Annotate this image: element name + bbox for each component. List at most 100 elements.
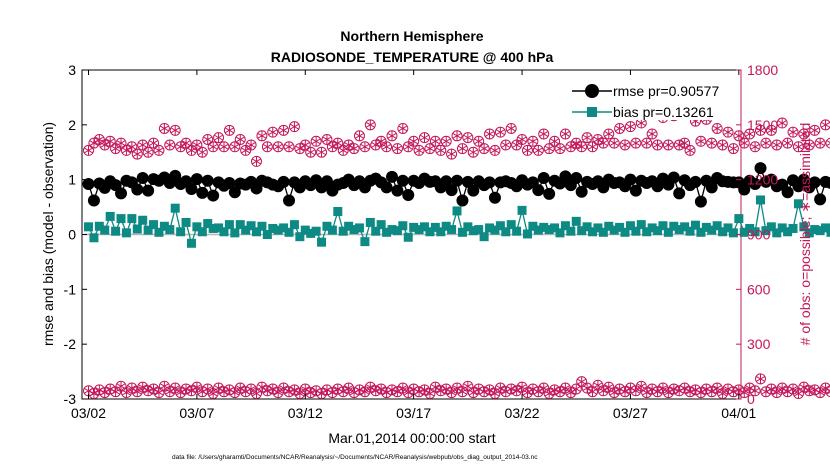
- bias-point: [121, 228, 131, 238]
- x-axis-label: Mar.01,2014 00:00:00 start: [328, 430, 495, 446]
- assimilated-point: [419, 132, 430, 143]
- assimilated-point: [625, 121, 636, 132]
- bias-point: [674, 225, 684, 235]
- assimilated-point: [376, 136, 386, 147]
- bias-point: [295, 232, 305, 242]
- assimilated-point: [631, 138, 641, 149]
- bias-point: [609, 225, 619, 235]
- rmse-markers: [82, 162, 830, 208]
- assimilated-point: [560, 128, 570, 139]
- assimilated-point: [750, 141, 760, 152]
- assimilated-point: [815, 387, 825, 398]
- assimilated-point: [219, 141, 229, 152]
- left-tick-label: 1: [68, 172, 76, 188]
- assimilated-point: [111, 143, 121, 154]
- rmse-point: [385, 170, 398, 183]
- assimilated-point: [772, 387, 782, 398]
- rmse-point: [201, 174, 214, 187]
- right-tick-label: 1800: [747, 62, 778, 78]
- rmse-point: [207, 189, 220, 202]
- left-tick-label: 0: [68, 227, 76, 243]
- assimilated-point: [479, 386, 489, 397]
- rmse-point: [624, 173, 637, 186]
- right-axis-label: # of obs: o=possible; ∗=assimilated: [797, 123, 813, 346]
- assimilated-point: [251, 156, 262, 167]
- count-series-upper: [83, 110, 830, 167]
- rmse-point: [456, 194, 469, 207]
- assimilated-point: [593, 380, 603, 391]
- bias-point: [772, 228, 782, 238]
- rmse-point: [629, 184, 642, 197]
- assimilated-point: [598, 138, 608, 149]
- bias-point: [241, 225, 251, 235]
- bias-point: [718, 227, 728, 237]
- rmse-point: [824, 177, 830, 189]
- assimilated-point: [132, 149, 142, 160]
- bias-point: [593, 223, 603, 233]
- x-tick-label: 03/07: [179, 405, 214, 421]
- bias-point: [154, 227, 164, 237]
- rmse-point: [402, 189, 415, 202]
- rmse-point: [136, 172, 149, 185]
- assimilated-point: [387, 384, 397, 395]
- bias-point: [371, 226, 381, 236]
- assimilated-point: [159, 381, 169, 392]
- assimilated-point: [723, 127, 733, 138]
- bias-point: [788, 223, 798, 233]
- assimilated-point: [230, 387, 240, 398]
- assimilated-point: [642, 138, 652, 149]
- assimilated-point: [452, 130, 462, 141]
- bias-point: [544, 225, 554, 235]
- assimilated-point: [322, 134, 332, 145]
- bias-point: [235, 220, 245, 230]
- bias-point: [457, 227, 467, 237]
- rmse-point: [689, 175, 702, 188]
- bias-point: [262, 230, 272, 239]
- bias-point: [149, 220, 159, 230]
- bias-point: [208, 223, 218, 233]
- assimilated-point: [631, 385, 641, 396]
- assimilated-point: [257, 130, 267, 141]
- bias-point: [728, 228, 738, 238]
- bias-point: [279, 223, 289, 233]
- rmse-point: [738, 183, 751, 196]
- bias-point: [810, 225, 820, 235]
- rmse-point: [532, 184, 545, 197]
- bias-point: [452, 206, 462, 216]
- assimilated-point: [333, 138, 343, 149]
- assimilated-point: [143, 147, 153, 158]
- bias-point: [739, 227, 749, 237]
- bias-point: [701, 222, 711, 232]
- rmse-point: [694, 195, 707, 208]
- rmse-point: [440, 175, 453, 188]
- assimilated-point: [306, 147, 316, 158]
- bias-point: [550, 223, 560, 233]
- assimilated-point: [241, 145, 251, 156]
- bias-point: [506, 220, 516, 230]
- assimilated-point: [284, 141, 294, 152]
- bias-point: [501, 227, 511, 237]
- bias-point: [658, 221, 668, 231]
- assimilated-point: [582, 132, 592, 143]
- assimilated-point: [788, 383, 798, 394]
- footnote: data file: /Users/gharamti/Documents/NCA…: [172, 454, 538, 461]
- assimilated-point: [344, 383, 354, 394]
- rmse-point: [445, 184, 458, 197]
- rmse-point: [223, 176, 236, 189]
- assimilated-point: [777, 118, 787, 129]
- bias-point: [821, 223, 830, 233]
- assimilated-point: [447, 149, 457, 160]
- left-tick-label: 2: [68, 117, 76, 133]
- assimilated-point: [235, 134, 245, 145]
- assimilated-point: [284, 386, 294, 397]
- assimilated-point: [181, 383, 191, 394]
- bias-point: [365, 217, 375, 227]
- assimilated-point: [262, 141, 272, 152]
- bias-point: [447, 225, 457, 235]
- rmse-point: [754, 162, 767, 175]
- rmse-point: [283, 194, 296, 207]
- assimilated-point: [148, 138, 159, 149]
- bias-point: [100, 225, 110, 235]
- assimilated-point: [262, 385, 272, 396]
- rmse-point: [396, 174, 409, 187]
